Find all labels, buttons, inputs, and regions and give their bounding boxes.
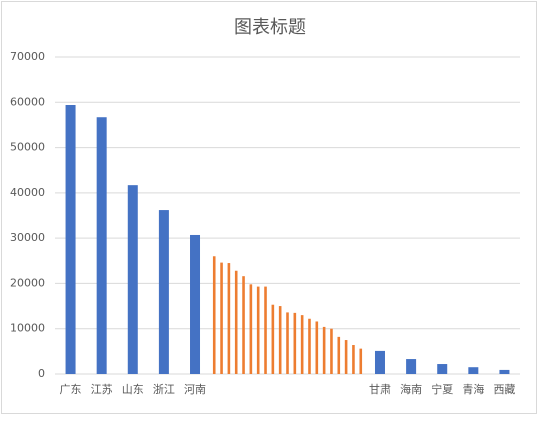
bar [406,359,417,374]
bar [499,369,510,374]
bar [278,306,282,374]
bar [242,276,245,374]
y-tick-label: 70000 [10,50,45,63]
bar [359,348,363,374]
y-tick-label: 0 [38,367,45,380]
bar [234,270,238,374]
bar [227,263,231,374]
bar [127,185,138,374]
bar [337,336,341,374]
y-tick-label: 40000 [10,186,45,199]
bar [293,312,297,374]
bar [300,315,304,374]
bar [330,328,333,374]
bar [352,345,355,374]
bar [264,286,267,374]
x-tick-label: 西藏 [493,383,515,396]
bar [344,340,348,374]
y-tick-label: 20000 [10,276,45,289]
bar [96,117,107,374]
bar [322,326,326,374]
bar [271,304,275,374]
bar [190,234,201,374]
x-tick-label: 青海 [462,382,484,396]
bar [256,286,260,374]
bar [374,350,385,374]
bar [220,262,223,374]
y-tick-label: 30000 [10,231,45,244]
x-tick-label: 河南 [184,383,206,396]
bar [286,312,289,374]
bar [249,284,253,374]
bar [308,318,311,374]
bar [315,321,319,374]
x-tick-label: 海南 [400,382,422,396]
bar [158,210,169,374]
x-tick-label: 甘肃 [369,383,391,396]
y-tick-label: 50000 [10,141,45,154]
x-tick-label: 山东 [122,383,144,396]
x-tick-label: 宁夏 [431,382,453,396]
x-tick-label: 浙江 [153,383,175,396]
chart-border [1,1,537,414]
x-tick-label: 江苏 [91,383,113,396]
x-tick-label: 广东 [60,383,82,396]
bar [468,367,479,374]
chart-title: 图表标题 [234,17,306,38]
bar [212,256,216,374]
bar [437,364,448,374]
bar [65,105,76,374]
y-tick-label: 60000 [10,95,45,108]
y-tick-label: 10000 [10,322,45,335]
